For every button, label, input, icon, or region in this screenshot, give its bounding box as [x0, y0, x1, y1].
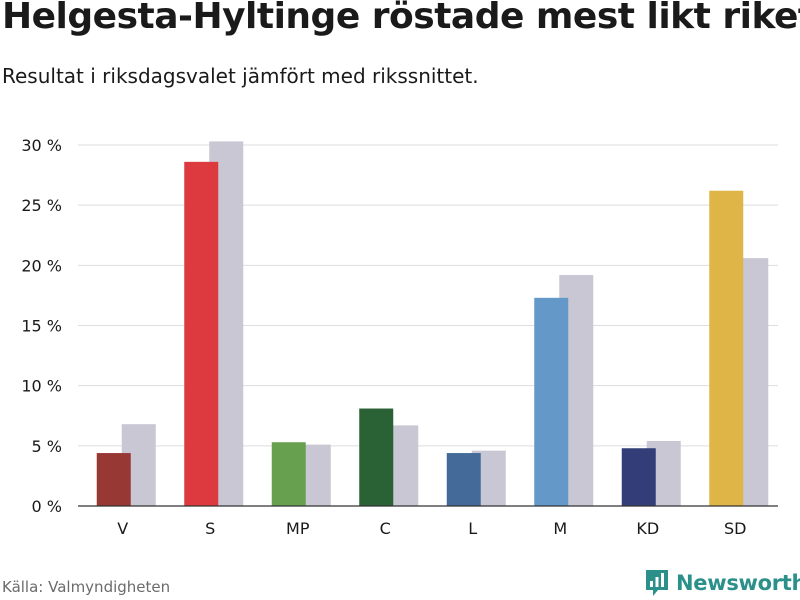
x-tick-label: C — [380, 519, 391, 538]
y-tick-label: 10 % — [21, 377, 62, 396]
brand-name: Newsworthy — [676, 571, 800, 595]
y-tick-label: 20 % — [21, 256, 62, 275]
source-note: Källa: Valmyndigheten — [2, 578, 171, 596]
bar-local-v — [96, 453, 131, 506]
bar-chart: 0 % 5 % 10 % 15 % 20 % 25 % 30 % V S MP C L M KD SD — [21, 136, 778, 538]
bar-local-m — [534, 297, 569, 506]
chart-title: Helgesta-Hyltinge röstade mest likt rike… — [2, 0, 800, 37]
bar-local-mp — [271, 442, 306, 506]
x-tick-label: SD — [724, 519, 746, 538]
x-tick-label: L — [468, 519, 477, 538]
y-tick-label: 0 % — [32, 497, 62, 516]
x-tick-label: S — [205, 519, 215, 538]
bar-local-s — [184, 161, 219, 506]
newsworthy-logo: Newsworthy — [644, 568, 800, 598]
x-tick-label: KD — [636, 519, 659, 538]
y-tick-label: 5 % — [32, 437, 62, 456]
chart-subtitle: Resultat i riksdagsvalet jämfört med rik… — [2, 64, 479, 88]
newsworthy-icon — [646, 570, 668, 596]
x-tick-label: MP — [286, 519, 310, 538]
y-tick-label: 15 % — [21, 317, 62, 336]
bar-local-sd — [709, 190, 744, 506]
bar-local-l — [446, 453, 481, 506]
bar-local-c — [359, 408, 394, 506]
bar-local-kd — [621, 448, 656, 506]
x-tick-label: M — [553, 519, 567, 538]
y-tick-label: 30 % — [21, 136, 62, 155]
x-tick-label: V — [117, 519, 128, 538]
y-tick-label: 25 % — [21, 196, 62, 215]
